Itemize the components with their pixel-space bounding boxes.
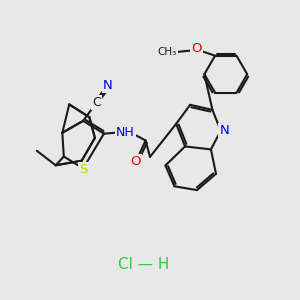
Text: C: C bbox=[92, 96, 101, 109]
Text: N: N bbox=[219, 124, 229, 137]
Text: CH₃: CH₃ bbox=[158, 47, 177, 57]
Text: NH: NH bbox=[116, 126, 135, 139]
Text: Cl — H: Cl — H bbox=[118, 257, 170, 272]
Text: S: S bbox=[79, 164, 87, 176]
Text: N: N bbox=[103, 79, 113, 92]
Text: O: O bbox=[130, 155, 141, 168]
Text: O: O bbox=[191, 42, 202, 55]
